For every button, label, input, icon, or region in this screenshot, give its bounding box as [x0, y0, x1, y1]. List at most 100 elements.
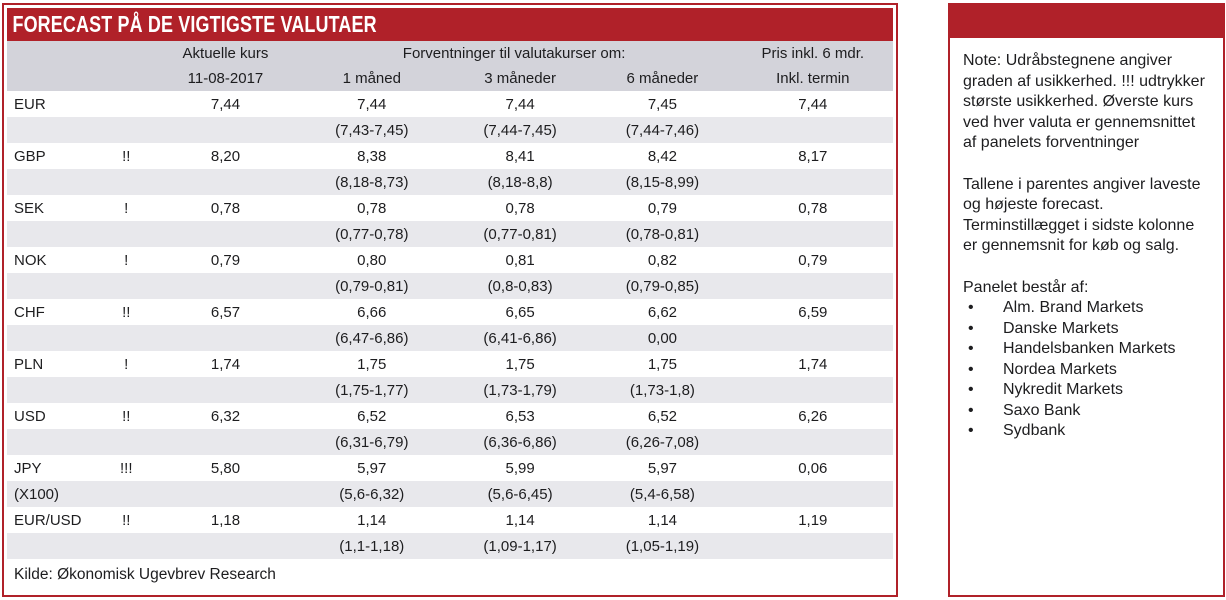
current-rate-cell: 8,20 — [155, 143, 296, 169]
column-header-date: 11-08-2017 — [155, 66, 296, 91]
uncertainty-spacer — [97, 377, 156, 403]
termin-price-cell: 0,78 — [732, 195, 893, 221]
uncertainty-marker: !! — [97, 143, 156, 169]
note-title-bar — [950, 5, 1223, 38]
forecast-1m-range-cell: (8,18-8,73) — [295, 169, 448, 195]
table-header-row-1: Aktuelle kurs Forventninger til valutaku… — [7, 41, 893, 66]
forecast-6m-range-cell: (8,15-8,99) — [592, 169, 733, 195]
table-row: SEK! 0,78 0,78 0,78 0,79 0,78 — [7, 195, 893, 221]
uncertainty-marker: !! — [97, 507, 156, 533]
panel-member-label: Sydbank — [1003, 422, 1066, 439]
panel-member-item: • Sydbank — [963, 421, 1211, 442]
column-header-3-maaneder: 3 måneder — [447, 66, 593, 91]
uncertainty-marker: ! — [97, 195, 156, 221]
termin-price-cell: 1,19 — [732, 507, 893, 533]
table-row-range: (6,47-6,86) (6,41-6,86) 0,00 — [7, 325, 893, 351]
currency-label: PLN — [7, 351, 98, 377]
table-row-range: (0,79-0,81) (0,8-0,83) (0,79-0,85) — [7, 273, 893, 299]
currency-label: EUR/USD — [7, 507, 98, 533]
panel-member-label: Danske Markets — [1003, 319, 1119, 337]
bullet-icon: • — [968, 299, 974, 316]
table-row: CHF!! 6,57 6,66 6,65 6,62 6,59 — [7, 299, 893, 325]
forecast-3m-cell: 0,81 — [447, 247, 593, 273]
uncertainty-marker: !! — [97, 299, 156, 325]
current-rate-spacer — [155, 377, 296, 403]
forecast-3m-cell: 1,75 — [447, 351, 593, 377]
panel-heading: Panelet består af: — [963, 278, 1089, 296]
forecast-1m-range-cell: (1,1-1,18) — [295, 533, 448, 559]
table-row: JPY!!! 5,80 5,97 5,99 5,97 0,06 — [7, 455, 893, 481]
forecast-table: Aktuelle kurs Forventninger til valutaku… — [7, 41, 893, 559]
bullet-icon: • — [968, 340, 974, 357]
termin-spacer — [732, 481, 893, 507]
table-row: EUR/USD!! 1,18 1,14 1,14 1,14 1,19 — [7, 507, 893, 533]
current-rate-cell: 0,78 — [155, 195, 296, 221]
bullet-icon: • — [968, 319, 974, 337]
uncertainty-spacer — [97, 481, 156, 507]
column-header-aktuelle-kurs: Aktuelle kurs — [155, 41, 296, 66]
forecast-1m-cell: 6,66 — [295, 299, 448, 325]
current-rate-spacer — [155, 169, 296, 195]
forecast-1m-range-cell: (0,77-0,78) — [295, 221, 448, 247]
panel-member-label: Alm. Brand Markets — [1003, 299, 1144, 316]
forecast-6m-range-cell: (6,26-7,08) — [592, 429, 733, 455]
bullet-icon: • — [968, 401, 974, 419]
forecast-1m-cell: 7,44 — [295, 91, 448, 117]
bullet-icon: • — [968, 360, 974, 378]
forecast-table-body: EUR 7,44 7,44 7,44 7,45 7,44 (7,43-7,45) (7,44-… — [7, 91, 893, 559]
column-header-pris-inkl-6-mdr: Pris inkl. 6 mdr. — [732, 41, 893, 66]
forecast-1m-range-cell: (1,75-1,77) — [295, 377, 448, 403]
panel-member-label: Nykredit Markets — [1003, 381, 1124, 398]
table-row: GBP!! 8,20 8,38 8,41 8,42 8,17 — [7, 143, 893, 169]
forecast-3m-range-cell: (7,44-7,45) — [447, 117, 593, 143]
panel-member-item: • Danske Markets — [963, 319, 1211, 340]
termin-price-cell: 8,17 — [732, 143, 893, 169]
termin-price-cell: 1,74 — [732, 351, 893, 377]
forecast-3m-cell: 6,65 — [447, 299, 593, 325]
current-rate-cell: 0,79 — [155, 247, 296, 273]
current-rate-cell: 6,32 — [155, 403, 296, 429]
table-row-range: (7,43-7,45) (7,44-7,45) (7,44-7,46) — [7, 117, 893, 143]
forecast-6m-range-cell: (5,4-6,58) — [592, 481, 733, 507]
termin-spacer — [732, 377, 893, 403]
forecast-6m-range-cell: (7,44-7,46) — [592, 117, 733, 143]
forecast-6m-range-cell: (1,05-1,19) — [592, 533, 733, 559]
uncertainty-spacer — [97, 325, 156, 351]
forecast-3m-range-cell: (6,41-6,86) — [447, 325, 593, 351]
source-note: Kilde: Økonomisk Ugevbrev Research — [14, 566, 276, 583]
forecast-1m-range-cell: (6,47-6,86) — [295, 325, 448, 351]
forecast-3m-cell: 7,44 — [447, 91, 593, 117]
termin-spacer — [732, 325, 893, 351]
termin-spacer — [732, 169, 893, 195]
forecast-3m-range-cell: (0,77-0,81) — [447, 221, 593, 247]
termin-spacer — [732, 117, 893, 143]
uncertainty-spacer — [97, 533, 156, 559]
uncertainty-spacer — [97, 221, 156, 247]
uncertainty-marker: ! — [97, 247, 156, 273]
current-rate-cell: 7,44 — [155, 91, 296, 117]
forecast-6m-cell: 6,52 — [592, 403, 733, 429]
forecast-6m-cell: 7,45 — [592, 91, 733, 117]
forecast-1m-range-cell: (6,31-6,79) — [295, 429, 448, 455]
current-rate-spacer — [155, 221, 296, 247]
uncertainty-marker — [97, 91, 156, 117]
forecast-1m-cell: 5,97 — [295, 455, 448, 481]
uncertainty-spacer — [97, 169, 156, 195]
forecast-6m-cell: 0,79 — [592, 195, 733, 221]
currency-label: SEK — [7, 195, 98, 221]
forecast-1m-range-cell: (7,43-7,45) — [295, 117, 448, 143]
forecast-6m-cell: 1,75 — [592, 351, 733, 377]
table-row: USD!! 6,32 6,52 6,53 6,52 6,26 — [7, 403, 893, 429]
bullet-icon: • — [968, 422, 974, 439]
card-title-bar: FORECAST PÅ DE VIGTIGSTE VALUTAER — [7, 8, 893, 41]
forecast-3m-cell: 1,14 — [447, 507, 593, 533]
forecast-6m-range-cell: (0,78-0,81) — [592, 221, 733, 247]
termin-price-cell: 7,44 — [732, 91, 893, 117]
note-content: Note: Udråbstegnene angiver graden af us… — [950, 38, 1223, 442]
forecast-1m-cell: 1,75 — [295, 351, 448, 377]
table-row-range: (0,77-0,78) (0,77-0,81) (0,78-0,81) — [7, 221, 893, 247]
currency-sublabel — [7, 273, 98, 299]
table-row: EUR 7,44 7,44 7,44 7,45 7,44 — [7, 91, 893, 117]
note-card: Note: Udråbstegnene angiver graden af us… — [948, 3, 1225, 597]
forecast-3m-cell: 5,99 — [447, 455, 593, 481]
